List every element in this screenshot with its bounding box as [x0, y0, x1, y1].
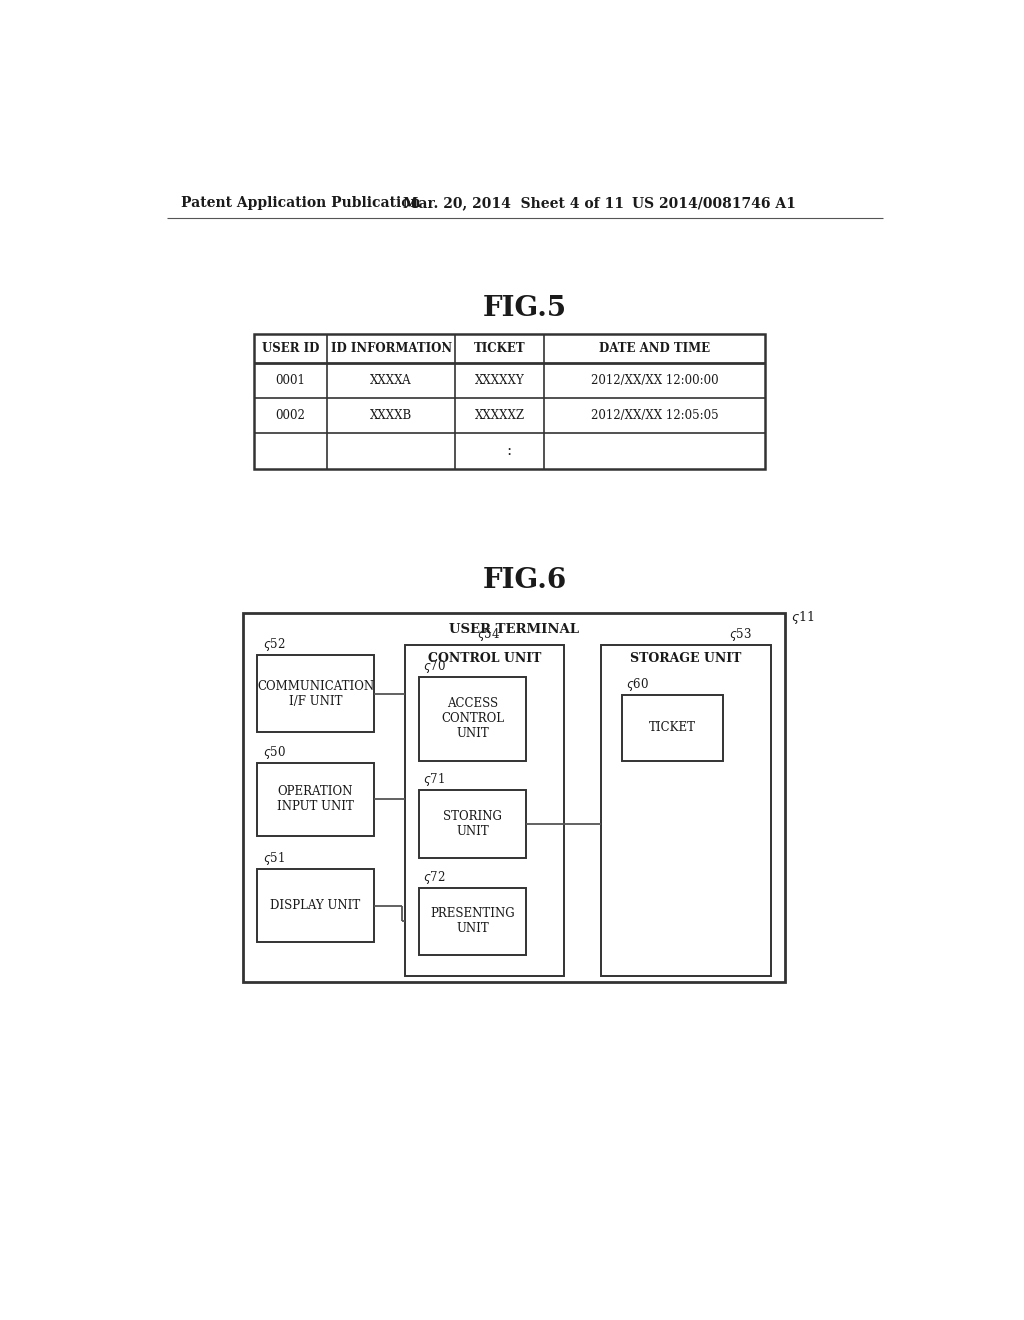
- Bar: [623, 696, 723, 760]
- Bar: [254, 334, 765, 470]
- Text: $\varsigma$52: $\varsigma$52: [263, 636, 286, 653]
- Text: $\varsigma$54: $\varsigma$54: [477, 626, 501, 643]
- Text: $\varsigma$60: $\varsigma$60: [627, 676, 649, 693]
- Bar: [601, 645, 771, 975]
- Text: $\varsigma$72: $\varsigma$72: [423, 869, 445, 886]
- Text: USER ID: USER ID: [262, 342, 319, 355]
- Text: 2012/XX/XX 12:00:00: 2012/XX/XX 12:00:00: [591, 374, 719, 387]
- Bar: [420, 789, 526, 858]
- Text: USER TERMINAL: USER TERMINAL: [449, 623, 579, 636]
- Bar: [257, 763, 375, 836]
- Text: Patent Application Publication: Patent Application Publication: [180, 197, 420, 210]
- Text: XXXXB: XXXXB: [370, 409, 413, 421]
- Text: OPERATION
INPUT UNIT: OPERATION INPUT UNIT: [278, 785, 354, 813]
- Text: XXXXXZ: XXXXXZ: [474, 409, 524, 421]
- Text: FIG.6: FIG.6: [482, 566, 567, 594]
- Bar: [243, 612, 785, 982]
- Text: STORING
UNIT: STORING UNIT: [443, 809, 503, 838]
- Text: $\varsigma$50: $\varsigma$50: [263, 744, 286, 760]
- Text: $\varsigma$70: $\varsigma$70: [423, 659, 446, 676]
- Text: CONTROL UNIT: CONTROL UNIT: [428, 652, 542, 665]
- Text: ID INFORMATION: ID INFORMATION: [331, 342, 452, 355]
- Text: DATE AND TIME: DATE AND TIME: [599, 342, 711, 355]
- Text: :: :: [507, 444, 512, 458]
- Text: STORAGE UNIT: STORAGE UNIT: [631, 652, 741, 665]
- Text: TICKET: TICKET: [474, 342, 525, 355]
- Bar: [257, 869, 375, 942]
- Text: 0002: 0002: [275, 409, 305, 421]
- Text: XXXXXY: XXXXXY: [475, 374, 524, 387]
- Text: $\varsigma$53: $\varsigma$53: [729, 626, 752, 643]
- Bar: [257, 655, 375, 733]
- Text: COMMUNICATION
I/F UNIT: COMMUNICATION I/F UNIT: [257, 680, 374, 708]
- Text: TICKET: TICKET: [649, 721, 696, 734]
- Text: $\varsigma$51: $\varsigma$51: [263, 850, 285, 867]
- Text: DISPLAY UNIT: DISPLAY UNIT: [270, 899, 360, 912]
- Bar: [420, 677, 526, 760]
- Text: ACCESS
CONTROL
UNIT: ACCESS CONTROL UNIT: [441, 697, 505, 741]
- Bar: [420, 887, 526, 956]
- Text: US 2014/0081746 A1: US 2014/0081746 A1: [632, 197, 796, 210]
- Bar: [406, 645, 564, 975]
- Text: PRESENTING
UNIT: PRESENTING UNIT: [430, 907, 515, 936]
- Text: $\varsigma$71: $\varsigma$71: [423, 771, 445, 788]
- Text: $\varsigma$11: $\varsigma$11: [792, 609, 815, 626]
- Text: 0001: 0001: [275, 374, 305, 387]
- Text: Mar. 20, 2014  Sheet 4 of 11: Mar. 20, 2014 Sheet 4 of 11: [403, 197, 624, 210]
- Text: 2012/XX/XX 12:05:05: 2012/XX/XX 12:05:05: [591, 409, 719, 421]
- Text: FIG.5: FIG.5: [482, 296, 567, 322]
- Text: XXXXA: XXXXA: [371, 374, 412, 387]
